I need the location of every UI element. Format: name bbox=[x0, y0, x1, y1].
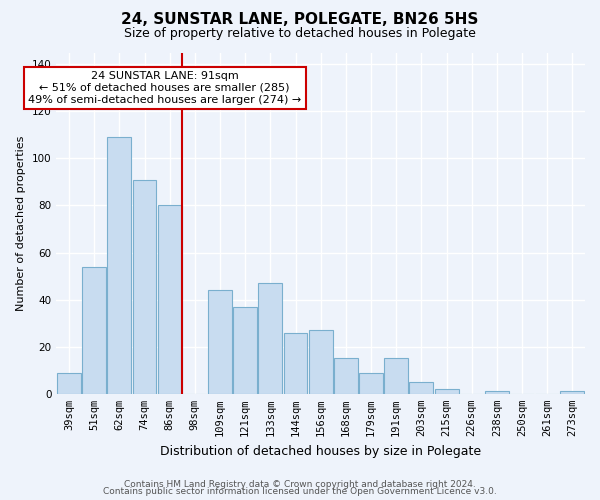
Text: Contains public sector information licensed under the Open Government Licence v3: Contains public sector information licen… bbox=[103, 488, 497, 496]
Y-axis label: Number of detached properties: Number of detached properties bbox=[16, 136, 26, 311]
Text: Size of property relative to detached houses in Polegate: Size of property relative to detached ho… bbox=[124, 28, 476, 40]
Bar bbox=[359, 372, 383, 394]
Bar bbox=[434, 389, 458, 394]
Bar bbox=[82, 266, 106, 394]
Bar bbox=[560, 392, 584, 394]
Bar bbox=[284, 332, 307, 394]
Bar bbox=[259, 283, 283, 394]
X-axis label: Distribution of detached houses by size in Polegate: Distribution of detached houses by size … bbox=[160, 444, 481, 458]
Bar bbox=[107, 137, 131, 394]
Bar bbox=[158, 206, 182, 394]
Bar bbox=[57, 372, 81, 394]
Text: Contains HM Land Registry data © Crown copyright and database right 2024.: Contains HM Land Registry data © Crown c… bbox=[124, 480, 476, 489]
Bar bbox=[409, 382, 433, 394]
Text: 24 SUNSTAR LANE: 91sqm
← 51% of detached houses are smaller (285)
49% of semi-de: 24 SUNSTAR LANE: 91sqm ← 51% of detached… bbox=[28, 72, 301, 104]
Bar bbox=[133, 180, 157, 394]
Bar bbox=[309, 330, 332, 394]
Bar bbox=[384, 358, 408, 394]
Bar bbox=[485, 392, 509, 394]
Bar bbox=[233, 306, 257, 394]
Text: 24, SUNSTAR LANE, POLEGATE, BN26 5HS: 24, SUNSTAR LANE, POLEGATE, BN26 5HS bbox=[121, 12, 479, 28]
Bar bbox=[334, 358, 358, 394]
Bar bbox=[208, 290, 232, 394]
